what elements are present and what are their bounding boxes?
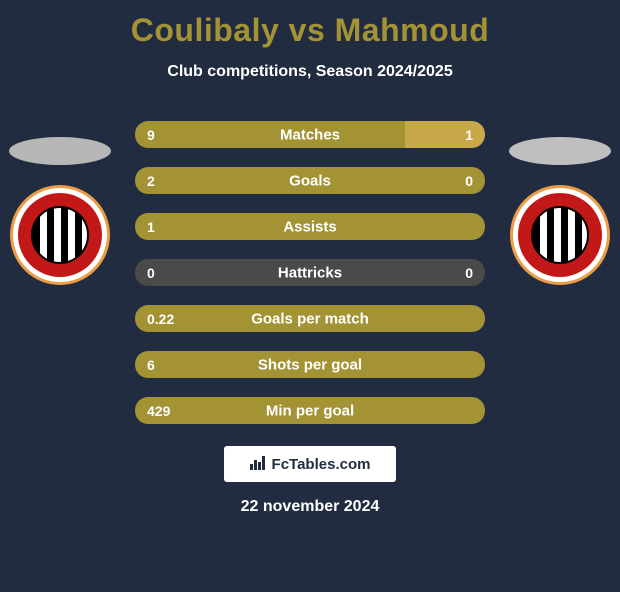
player-right-silhouette [509,137,611,165]
stat-bar-shots-per-goal: 6Shots per goal [135,351,485,378]
stat-bar-goals-per-match: 0.22Goals per match [135,305,485,332]
player-right-column [500,137,620,285]
chart-icon [250,454,268,475]
stat-bars: 91Matches 20Goals 1Assists 00Hattricks 0.22G… [135,121,485,424]
footer-brand-text: FcTables.com [272,456,371,473]
stat-label: Goals [135,172,485,189]
stat-label: Hattricks [135,264,485,281]
comparison-subtitle: Club competitions, Season 2024/2025 [0,63,620,81]
stat-label: Assists [135,218,485,235]
stat-label: Goals per match [135,310,485,327]
stat-bar-assists: 1Assists [135,213,485,240]
stat-label: Shots per goal [135,356,485,373]
club-badge-right [510,185,610,285]
comparison-title: Coulibaly vs Mahmoud [0,12,620,49]
club-badge-left [10,185,110,285]
stat-bar-goals: 20Goals [135,167,485,194]
stat-bar-hattricks: 00Hattricks [135,259,485,286]
stat-label: Min per goal [135,402,485,419]
player-left-column [0,137,120,285]
snapshot-date: 22 november 2024 [0,498,620,516]
player-left-silhouette [9,137,111,165]
stat-bar-min-per-goal: 429Min per goal [135,397,485,424]
stat-bar-matches: 91Matches [135,121,485,148]
stat-label: Matches [135,126,485,143]
footer-brand: FcTables.com [224,446,396,482]
